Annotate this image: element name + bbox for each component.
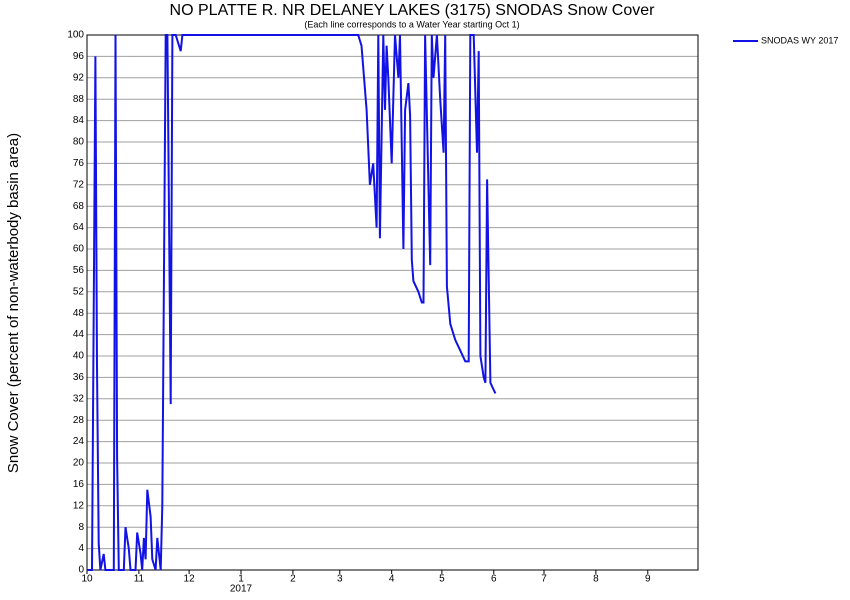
y-tick-label: 12 [73, 500, 85, 511]
y-tick-label: 84 [73, 115, 85, 126]
y-tick-label: 56 [73, 265, 85, 276]
y-tick-label: 32 [73, 393, 85, 404]
y-tick-label: 92 [73, 72, 85, 83]
y-axis-label: Snow Cover (percent of non-waterbody bas… [5, 133, 22, 473]
chart-subtitle: (Each line corresponds to a Water Year s… [304, 19, 519, 29]
y-tick-label: 48 [73, 308, 85, 319]
y-tick-label: 68 [73, 201, 85, 212]
x-tick-label: 1 [238, 574, 244, 585]
y-tick-label: 60 [73, 244, 85, 255]
chart-title: NO PLATTE R. NR DELANEY LAKES (3175) SNO… [170, 2, 656, 19]
y-tick-label: 72 [73, 179, 85, 190]
y-tick-label: 88 [73, 94, 85, 105]
data-line [87, 34, 497, 571]
x-year-label: 2017 [230, 584, 253, 595]
y-tick-label: 24 [73, 436, 85, 447]
y-tick-label: 52 [73, 286, 85, 297]
y-tick-label: 20 [73, 458, 85, 469]
x-tick-label: 11 [134, 574, 145, 585]
x-tick-label: 3 [337, 574, 343, 585]
y-tick-label: 28 [73, 415, 85, 426]
y-tick-label: 96 [73, 51, 85, 62]
y-tick-label: 100 [67, 30, 84, 41]
y-tick-label: 8 [78, 522, 84, 533]
y-tick-label: 0 [78, 565, 84, 576]
y-tick-label: 64 [73, 222, 85, 233]
y-tick-label: 4 [78, 543, 84, 554]
x-tick-label: 12 [184, 574, 196, 585]
x-tick-label: 5 [439, 574, 445, 585]
x-tick-label: 6 [491, 574, 497, 585]
y-tick-label: 44 [73, 329, 85, 340]
x-tick-label: 4 [389, 574, 395, 585]
x-tick-label: 8 [593, 574, 599, 585]
y-tick-label: 76 [73, 158, 85, 169]
x-tick-label: 7 [541, 574, 547, 585]
y-tick-label: 80 [73, 137, 85, 148]
x-tick-label: 9 [645, 574, 651, 585]
y-tick-label: 40 [73, 351, 85, 362]
y-tick-label: 36 [73, 372, 85, 383]
x-tick-label: 10 [81, 574, 93, 585]
legend-label: SNODAS WY 2017 [761, 35, 838, 45]
y-tick-label: 16 [73, 479, 85, 490]
x-tick-label: 2 [290, 574, 296, 585]
plot-frame [86, 34, 699, 571]
